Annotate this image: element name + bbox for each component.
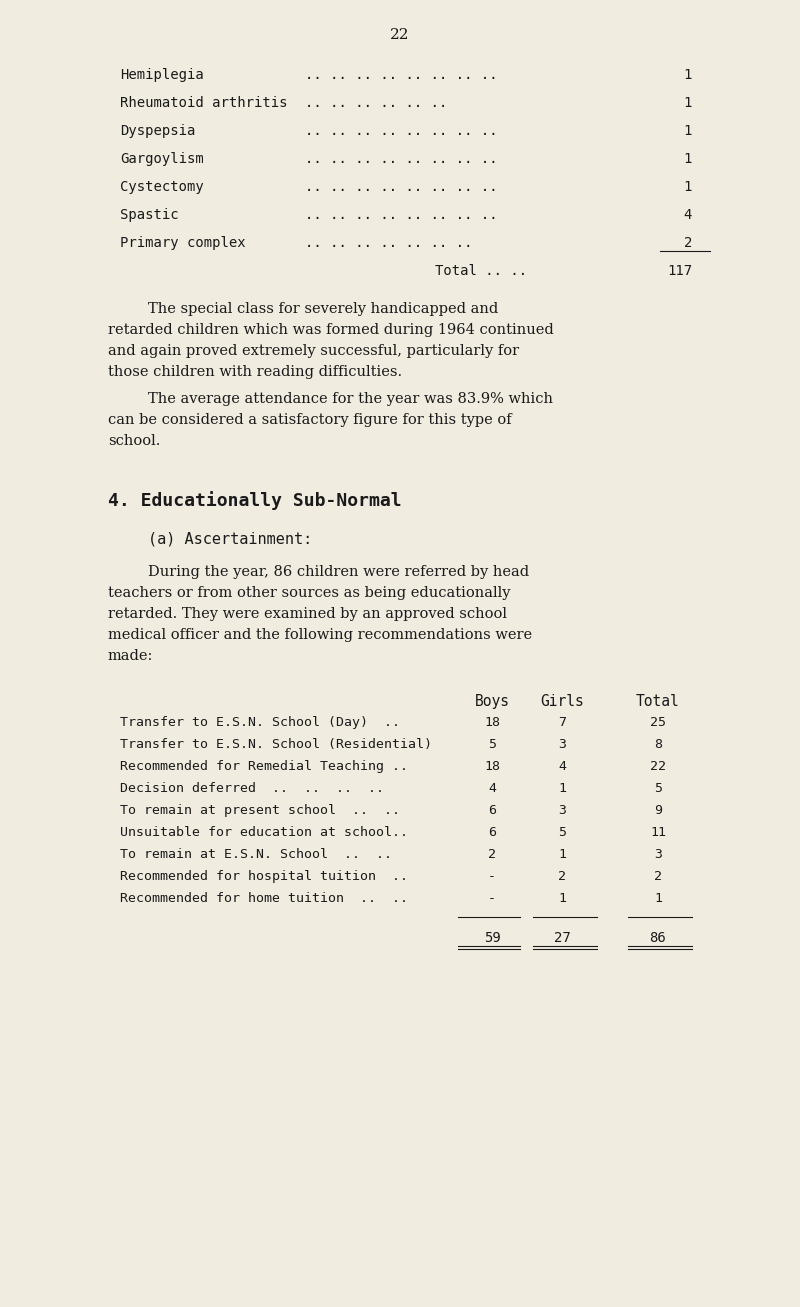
Text: 1: 1 xyxy=(654,891,662,904)
Text: 1: 1 xyxy=(684,68,692,82)
Text: 2: 2 xyxy=(558,870,566,884)
Text: -: - xyxy=(488,891,496,904)
Text: 6: 6 xyxy=(488,804,496,817)
Text: 11: 11 xyxy=(650,826,666,839)
Text: 2: 2 xyxy=(488,848,496,861)
Text: .. .. .. .. .. .. .. ..: .. .. .. .. .. .. .. .. xyxy=(305,208,498,222)
Text: 9: 9 xyxy=(654,804,662,817)
Text: Hemiplegia: Hemiplegia xyxy=(120,68,204,82)
Text: Transfer to E.S.N. School (Residential): Transfer to E.S.N. School (Residential) xyxy=(120,738,432,752)
Text: made:: made: xyxy=(108,650,154,663)
Text: .. .. .. .. .. .. .. ..: .. .. .. .. .. .. .. .. xyxy=(305,180,498,193)
Text: 1: 1 xyxy=(558,848,566,861)
Text: 1: 1 xyxy=(558,891,566,904)
Text: -: - xyxy=(488,870,496,884)
Text: Recommended for home tuition  ..  ..: Recommended for home tuition .. .. xyxy=(120,891,408,904)
Text: 6: 6 xyxy=(488,826,496,839)
Text: 18: 18 xyxy=(484,716,500,729)
Text: 3: 3 xyxy=(558,804,566,817)
Text: 1: 1 xyxy=(684,180,692,193)
Text: Recommended for Remedial Teaching ..: Recommended for Remedial Teaching .. xyxy=(120,759,408,772)
Text: .. .. .. .. .. .. .. ..: .. .. .. .. .. .. .. .. xyxy=(305,152,498,166)
Text: 3: 3 xyxy=(654,848,662,861)
Text: Unsuitable for education at school..: Unsuitable for education at school.. xyxy=(120,826,408,839)
Text: 22: 22 xyxy=(390,27,410,42)
Text: 2: 2 xyxy=(684,237,692,250)
Text: 4: 4 xyxy=(558,759,566,772)
Text: Dyspepsia: Dyspepsia xyxy=(120,124,195,139)
Text: 18: 18 xyxy=(484,759,500,772)
Text: 5: 5 xyxy=(558,826,566,839)
Text: Spastic: Spastic xyxy=(120,208,178,222)
Text: .. .. .. .. .. .. .. ..: .. .. .. .. .. .. .. .. xyxy=(305,124,498,139)
Text: 4: 4 xyxy=(684,208,692,222)
Text: 4: 4 xyxy=(488,782,496,795)
Text: 117: 117 xyxy=(667,264,692,278)
Text: 25: 25 xyxy=(650,716,666,729)
Text: Decision deferred  ..  ..  ..  ..: Decision deferred .. .. .. .. xyxy=(120,782,384,795)
Text: teachers or from other sources as being educationally: teachers or from other sources as being … xyxy=(108,586,510,600)
Text: The average attendance for the year was 83.9% which: The average attendance for the year was … xyxy=(148,392,553,406)
Text: 86: 86 xyxy=(650,931,666,945)
Text: .. .. .. .. .. .. .. ..: .. .. .. .. .. .. .. .. xyxy=(305,68,498,82)
Text: Total: Total xyxy=(636,694,680,708)
Text: 8: 8 xyxy=(654,738,662,752)
Text: 2: 2 xyxy=(654,870,662,884)
Text: 1: 1 xyxy=(684,124,692,139)
Text: Rheumatoid arthritis: Rheumatoid arthritis xyxy=(120,95,287,110)
Text: 5: 5 xyxy=(654,782,662,795)
Text: During the year, 86 children were referred by head: During the year, 86 children were referr… xyxy=(148,565,529,579)
Text: Boys: Boys xyxy=(474,694,510,708)
Text: and again proved extremely successful, particularly for: and again proved extremely successful, p… xyxy=(108,344,519,358)
Text: 1: 1 xyxy=(558,782,566,795)
Text: 5: 5 xyxy=(488,738,496,752)
Text: retarded children which was formed during 1964 continued: retarded children which was formed durin… xyxy=(108,323,554,337)
Text: 27: 27 xyxy=(554,931,570,945)
Text: Girls: Girls xyxy=(540,694,584,708)
Text: To remain at present school  ..  ..: To remain at present school .. .. xyxy=(120,804,400,817)
Text: 3: 3 xyxy=(558,738,566,752)
Text: 1: 1 xyxy=(684,152,692,166)
Text: 59: 59 xyxy=(484,931,500,945)
Text: 4. Educationally Sub-Normal: 4. Educationally Sub-Normal xyxy=(108,491,402,510)
Text: To remain at E.S.N. School  ..  ..: To remain at E.S.N. School .. .. xyxy=(120,848,392,861)
Text: Transfer to E.S.N. School (Day)  ..: Transfer to E.S.N. School (Day) .. xyxy=(120,716,400,729)
Text: Total .. ..: Total .. .. xyxy=(435,264,527,278)
Text: retarded. They were examined by an approved school: retarded. They were examined by an appro… xyxy=(108,606,507,621)
Text: .. .. .. .. .. ..: .. .. .. .. .. .. xyxy=(305,95,447,110)
Text: can be considered a satisfactory figure for this type of: can be considered a satisfactory figure … xyxy=(108,413,512,427)
Text: 7: 7 xyxy=(558,716,566,729)
Text: 22: 22 xyxy=(650,759,666,772)
Text: Gargoylism: Gargoylism xyxy=(120,152,204,166)
Text: school.: school. xyxy=(108,434,160,448)
Text: The special class for severely handicapped and: The special class for severely handicapp… xyxy=(148,302,498,316)
Text: 1: 1 xyxy=(684,95,692,110)
Text: those children with reading difficulties.: those children with reading difficulties… xyxy=(108,365,402,379)
Text: medical officer and the following recommendations were: medical officer and the following recomm… xyxy=(108,627,532,642)
Text: Cystectomy: Cystectomy xyxy=(120,180,204,193)
Text: Primary complex: Primary complex xyxy=(120,237,246,250)
Text: .. .. .. .. .. .. ..: .. .. .. .. .. .. .. xyxy=(305,237,473,250)
Text: (a) Ascertainment:: (a) Ascertainment: xyxy=(148,531,312,546)
Text: Recommended for hospital tuition  ..: Recommended for hospital tuition .. xyxy=(120,870,408,884)
